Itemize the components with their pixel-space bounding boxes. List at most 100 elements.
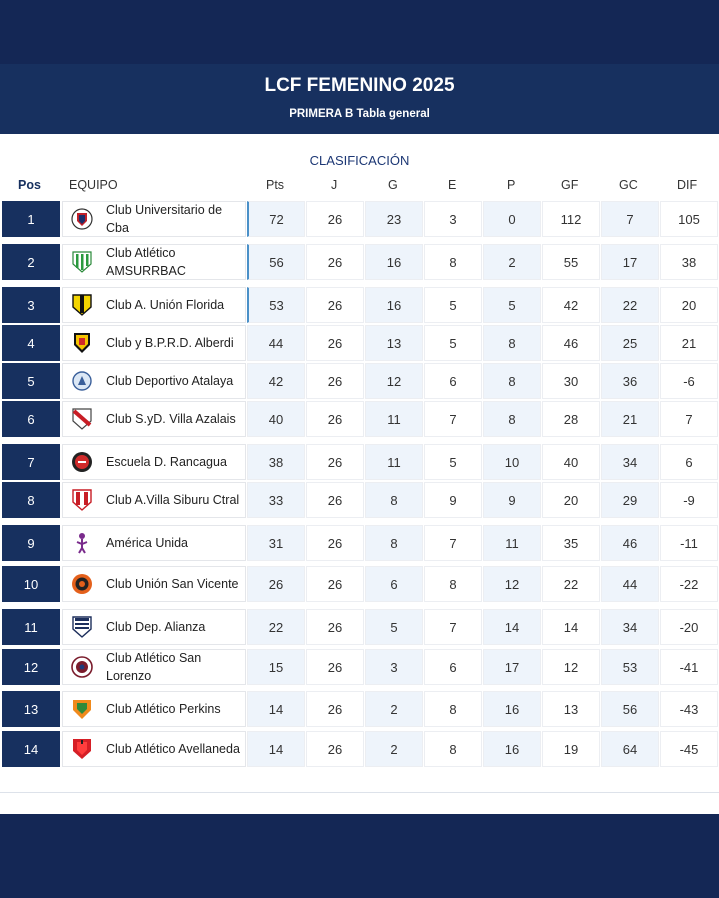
- stat-gf: 30: [542, 363, 600, 399]
- stat-gc: 22: [601, 287, 659, 323]
- stat-j: 26: [306, 609, 364, 645]
- stat-pts: 31: [247, 525, 305, 561]
- shield-red-white-icon: [71, 488, 93, 512]
- stat-g: 16: [365, 244, 423, 280]
- team-cell[interactable]: Club y B.P.R.D. Alberdi: [62, 325, 246, 361]
- page-title: LCF FEMENINO 2025: [264, 75, 455, 96]
- stat-gc: 25: [601, 325, 659, 361]
- stat-p: 2: [483, 244, 541, 280]
- standings-panel: CLASIFICACIÓN Pos EQUIPO Pts J G E P GF …: [0, 134, 719, 814]
- stat-dif: -20: [660, 609, 718, 645]
- stat-j: 26: [306, 201, 364, 237]
- team-name: Club Universitario de Cba: [106, 203, 223, 235]
- stat-pts: 42: [247, 363, 305, 399]
- team-cell[interactable]: Club Atlético Avellaneda: [62, 731, 246, 767]
- stat-g: 11: [365, 444, 423, 480]
- round-maroon-icon: [71, 655, 93, 679]
- stat-gf: 35: [542, 525, 600, 561]
- stat-gc: 34: [601, 609, 659, 645]
- stat-g: 3: [365, 649, 423, 685]
- team-cell[interactable]: Club S.yD. Villa Azalais: [62, 401, 246, 437]
- stat-g: 6: [365, 566, 423, 602]
- stat-gf: 28: [542, 401, 600, 437]
- stat-gc: 44: [601, 566, 659, 602]
- row-position: 10: [2, 566, 60, 602]
- table-row: 3 Club A. Unión Florida 53 26 16 5 5 42 22 20: [0, 287, 719, 323]
- team-cell[interactable]: Club A. Unión Florida: [62, 287, 246, 323]
- row-position: 3: [2, 287, 60, 323]
- team-cell[interactable]: Club Atlético AMSURRBAC: [62, 244, 246, 280]
- column-header-g: G: [388, 178, 398, 192]
- stat-gf: 13: [542, 691, 600, 727]
- stat-g: 5: [365, 609, 423, 645]
- stat-gf: 40: [542, 444, 600, 480]
- stat-gc: 46: [601, 525, 659, 561]
- stat-g: 2: [365, 731, 423, 767]
- shield-red-icon: [71, 737, 93, 761]
- table-row: 2 Club Atlético AMSURRBAC 56 26 16 8 2 55 17 38: [0, 244, 719, 280]
- stat-dif: -6: [660, 363, 718, 399]
- stat-gf: 42: [542, 287, 600, 323]
- stat-j: 26: [306, 325, 364, 361]
- team-cell[interactable]: Club Dep. Alianza: [62, 609, 246, 645]
- stat-dif: 38: [660, 244, 718, 280]
- stat-pts: 14: [247, 691, 305, 727]
- stat-p: 11: [483, 525, 541, 561]
- stat-pts: 40: [247, 401, 305, 437]
- team-name: Escuela D. Rancagua: [106, 455, 227, 469]
- team-name: Club A.Villa Siburu Ctral: [106, 493, 240, 507]
- bottom-bar: [0, 814, 719, 898]
- stat-dif: 6: [660, 444, 718, 480]
- team-cell[interactable]: Club Atlético Perkins: [62, 691, 246, 727]
- shield-red-sash-icon: [71, 407, 93, 431]
- row-position: 13: [2, 691, 60, 727]
- stat-gc: 21: [601, 401, 659, 437]
- team-name: Club S.yD. Villa Azalais: [106, 412, 236, 426]
- stat-e: 3: [424, 201, 482, 237]
- stat-dif: -41: [660, 649, 718, 685]
- shield-orange-green-icon: [71, 697, 93, 721]
- stat-gc: 53: [601, 649, 659, 685]
- stat-p: 5: [483, 287, 541, 323]
- team-cell[interactable]: Club A.Villa Siburu Ctral: [62, 482, 246, 518]
- row-position: 5: [2, 363, 60, 399]
- stat-j: 26: [306, 244, 364, 280]
- emblem-blue-icon: [71, 369, 93, 393]
- stat-p: 0: [483, 201, 541, 237]
- stat-p: 9: [483, 482, 541, 518]
- stat-p: 8: [483, 363, 541, 399]
- team-name: Club Atlético Perkins: [106, 702, 221, 716]
- stat-e: 8: [424, 566, 482, 602]
- top-bar: [0, 0, 719, 64]
- stat-j: 26: [306, 649, 364, 685]
- row-position: 8: [2, 482, 60, 518]
- team-cell[interactable]: Club Deportivo Atalaya: [62, 363, 246, 399]
- stat-gc: 36: [601, 363, 659, 399]
- team-cell[interactable]: Escuela D. Rancagua: [62, 444, 246, 480]
- stat-dif: -43: [660, 691, 718, 727]
- stat-p: 10: [483, 444, 541, 480]
- team-name: Club Unión San Vicente: [106, 577, 239, 591]
- team-cell[interactable]: Club Atlético San Lorenzo: [62, 649, 246, 685]
- stat-dif: -9: [660, 482, 718, 518]
- stat-gf: 55: [542, 244, 600, 280]
- stat-pts: 14: [247, 731, 305, 767]
- stat-p: 14: [483, 609, 541, 645]
- table-row: 4 Club y B.P.R.D. Alberdi 44 26 13 5 8 46 25 21: [0, 325, 719, 361]
- stat-dif: -11: [660, 525, 718, 561]
- stat-pts: 53: [247, 287, 305, 323]
- stat-p: 8: [483, 401, 541, 437]
- column-header-e: E: [448, 178, 457, 192]
- stat-p: 16: [483, 731, 541, 767]
- team-cell[interactable]: Club Universitario de Cba: [62, 201, 246, 237]
- team-name: Club Atlético Avellaneda: [106, 742, 240, 756]
- team-name: Club y B.P.R.D. Alberdi: [106, 336, 234, 350]
- stat-e: 8: [424, 731, 482, 767]
- team-cell[interactable]: América Unida: [62, 525, 246, 561]
- team-cell[interactable]: Club Unión San Vicente: [62, 566, 246, 602]
- stat-gf: 12: [542, 649, 600, 685]
- stat-e: 6: [424, 649, 482, 685]
- team-name: Club A. Unión Florida: [106, 298, 225, 312]
- row-position: 4: [2, 325, 60, 361]
- round-orange-icon: [71, 572, 93, 596]
